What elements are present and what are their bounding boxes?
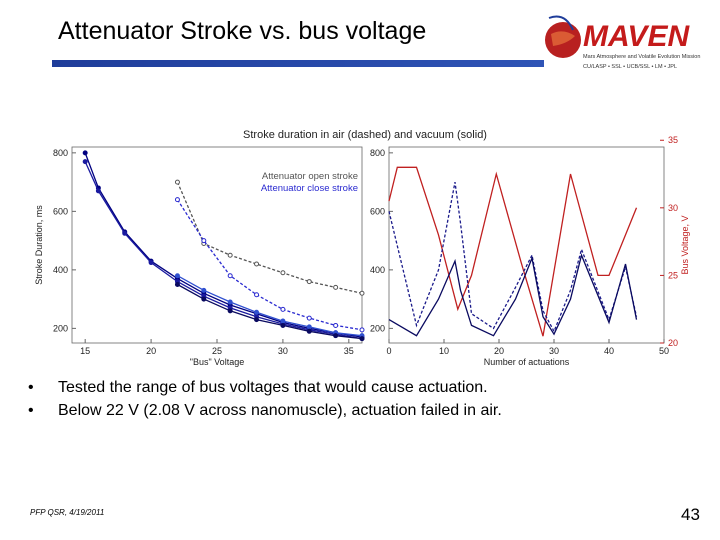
- logo-wordmark: MAVEN: [583, 20, 690, 53]
- data-point: [280, 270, 286, 276]
- data-point: [254, 317, 260, 323]
- data-point: [82, 159, 88, 165]
- logo-orbit: [548, 15, 574, 31]
- data-point: [201, 287, 207, 293]
- data-point: [174, 197, 180, 203]
- data-point: [306, 279, 312, 285]
- y-tick-label: 200: [53, 323, 68, 333]
- series-line: [84, 161, 363, 340]
- legend-entry: Attenuator open stroke: [262, 171, 358, 182]
- x-tick-label: 30: [549, 346, 559, 356]
- series-line: [177, 283, 363, 340]
- data-point: [254, 309, 260, 315]
- maven-logo: MAVEN Mars Atmosphere and Volatile Evolu…: [545, 15, 700, 70]
- data-point: [82, 150, 88, 156]
- data-point: [306, 328, 312, 334]
- y-tick-label: 200: [370, 323, 385, 333]
- y-tick-label: 600: [370, 206, 385, 216]
- data-point: [254, 261, 260, 267]
- data-point: [359, 336, 365, 342]
- footer-text: PFP QSR, 4/19/2011: [30, 508, 105, 517]
- slide-title: Attenuator Stroke vs. bus voltage: [58, 17, 427, 45]
- logo-planet-shading: [551, 31, 575, 46]
- x-tick-label: 25: [212, 346, 222, 356]
- y-tick-label: 400: [53, 265, 68, 275]
- x-tick-label: 40: [604, 346, 614, 356]
- data-point: [306, 315, 312, 321]
- data-point: [122, 230, 128, 236]
- data-point: [333, 322, 339, 328]
- logo-partners: CU/LASP • SSL • UCB/SSL • LM • JPL: [583, 64, 677, 70]
- data-point: [174, 281, 180, 287]
- data-point: [227, 299, 233, 305]
- bullet-list: • Tested the range of bus voltages that …: [28, 376, 502, 422]
- x-tick-label: 0: [386, 346, 391, 356]
- data-point: [254, 292, 260, 298]
- x-tick-label: 50: [659, 346, 669, 356]
- y2-tick-label: 25: [668, 270, 678, 280]
- x-axis-label: Number of actuations: [484, 357, 570, 367]
- data-point: [95, 188, 101, 194]
- y-axis-label: Stroke Duration, ms: [34, 205, 44, 285]
- page-number: 43: [681, 505, 700, 524]
- data-point: [201, 238, 207, 244]
- data-point: [333, 333, 339, 339]
- data-point: [359, 327, 365, 333]
- y2-axis-label: Bus Voltage, V: [680, 215, 690, 274]
- data-point: [227, 252, 233, 258]
- bullet-item: • Below 22 V (2.08 V across nanomuscle),…: [28, 399, 502, 422]
- x-tick-label: 15: [80, 346, 90, 356]
- y2-tick-label: 35: [668, 135, 678, 145]
- series-line: [388, 181, 638, 333]
- title-rule: [52, 60, 544, 67]
- bullet-item: • Tested the range of bus voltages that …: [28, 376, 502, 399]
- series-line: [176, 199, 363, 331]
- data-point: [201, 296, 207, 302]
- data-point: [359, 290, 365, 296]
- data-point: [148, 260, 154, 266]
- x-axis-label: "Bus" Voltage: [190, 357, 244, 367]
- x-tick-label: 35: [344, 346, 354, 356]
- data-point: [280, 306, 286, 312]
- series-line: [177, 275, 363, 337]
- y-tick-label: 800: [53, 148, 68, 158]
- bullet-text: Tested the range of bus voltages that wo…: [58, 379, 488, 396]
- data-point: [227, 273, 233, 279]
- chart-title: Stroke duration in air (dashed) and vacu…: [243, 129, 487, 141]
- legend-entry: Attenuator close stroke: [261, 183, 358, 194]
- data-point: [306, 324, 312, 330]
- logo-tagline: Mars Atmosphere and Volatile Evolution M…: [583, 54, 700, 60]
- data-point: [174, 273, 180, 279]
- x-tick-label: 30: [278, 346, 288, 356]
- y-tick-label: 600: [53, 206, 68, 216]
- y2-tick-label: 20: [668, 338, 678, 348]
- bullet-text: Below 22 V (2.08 V across nanomuscle), a…: [58, 402, 502, 419]
- plot-frame: [388, 146, 665, 344]
- series-line: [176, 181, 363, 294]
- y2-tick-label: 30: [668, 203, 678, 213]
- data-point: [227, 308, 233, 314]
- bullet-symbol: •: [28, 379, 34, 396]
- data-point: [280, 322, 286, 328]
- series-line: [84, 152, 363, 338]
- data-point: [333, 284, 339, 290]
- stroke-duration-chart: Stroke duration in air (dashed) and vacu…: [34, 129, 690, 367]
- data-point: [174, 179, 180, 185]
- y-tick-label: 400: [370, 265, 385, 275]
- y-tick-label: 800: [370, 148, 385, 158]
- series-line: [388, 166, 638, 337]
- x-tick-label: 20: [494, 346, 504, 356]
- series-line: [388, 253, 638, 337]
- data-point: [280, 318, 286, 324]
- x-tick-label: 20: [146, 346, 156, 356]
- x-tick-label: 10: [439, 346, 449, 356]
- bullet-symbol: •: [28, 402, 34, 419]
